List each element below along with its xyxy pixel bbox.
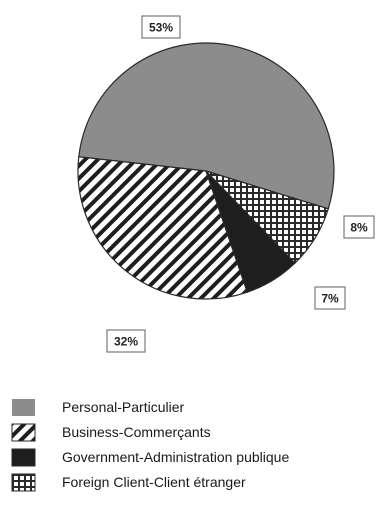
legend-item-government: Government-Administration publique bbox=[11, 448, 289, 467]
legend-item-business: Business-Commerçants bbox=[11, 423, 211, 442]
data-label-foreign-text: 8% bbox=[350, 221, 368, 235]
data-label-personal: 53% bbox=[141, 15, 181, 39]
legend-item-personal-swatch bbox=[12, 399, 35, 416]
data-label-personal-text: 53% bbox=[149, 21, 173, 35]
data-labels: 53% 32% 7% 8% bbox=[106, 15, 375, 353]
legend-item-personal-label: Personal-Particulier bbox=[62, 399, 184, 415]
data-label-business-box bbox=[106, 329, 146, 353]
slice-foreign bbox=[205, 170, 330, 264]
pie-slices bbox=[77, 42, 335, 300]
legend: Personal-Particulier Business-Commerçants… bbox=[11, 399, 289, 492]
slice-personal bbox=[78, 42, 335, 210]
slice-business bbox=[77, 156, 249, 300]
data-label-foreign: 8% bbox=[343, 215, 375, 239]
legend-item-personal: Personal-Particulier bbox=[12, 399, 184, 416]
legend-item-government-label: Government-Administration publique bbox=[62, 449, 289, 465]
data-label-personal-box bbox=[141, 15, 181, 39]
data-label-government: 7% bbox=[314, 286, 346, 310]
legend-item-foreign-label: Foreign Client-Client étranger bbox=[62, 474, 246, 490]
legend-item-foreign: Foreign Client-Client étranger bbox=[11, 473, 246, 492]
legend-item-government-swatch bbox=[11, 448, 36, 467]
data-label-foreign-box bbox=[343, 215, 375, 239]
legend-item-business-swatch bbox=[11, 423, 36, 442]
legend-item-business-label: Business-Commerçants bbox=[62, 424, 211, 440]
data-label-government-text: 7% bbox=[321, 292, 339, 306]
data-label-business: 32% bbox=[106, 329, 146, 353]
legend-item-foreign-swatch bbox=[11, 473, 36, 492]
data-label-business-text: 32% bbox=[114, 335, 138, 349]
data-label-government-box bbox=[314, 286, 346, 310]
